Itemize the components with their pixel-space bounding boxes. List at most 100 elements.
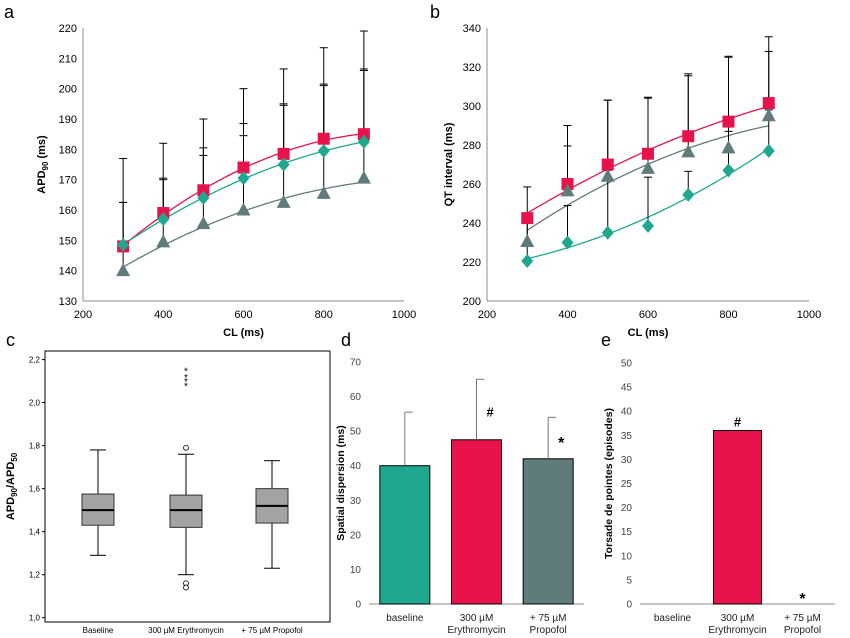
data-point-erythromycin (237, 161, 250, 174)
y-tick-label: 0 (626, 600, 632, 611)
y-tick-label: 220 (463, 257, 481, 269)
panel-e-chart: 0 5 10 15 20 25 30 35 40 45 50 Torsade de pointes (… (603, 359, 835, 636)
data-point-propofol (196, 216, 211, 230)
significance-mark-erythromycin: # (734, 414, 742, 429)
y-tick-label: 1,0 (29, 614, 41, 623)
x-category-label: 300 µM Erythromycin (148, 626, 224, 635)
data-point-baseline (521, 254, 534, 269)
y-tick-label: 10 (350, 565, 362, 576)
significance-mark-erythromycin: # (487, 405, 495, 420)
y-tick-label: 70 (350, 358, 362, 369)
x-tick-label: 800 (315, 309, 333, 321)
data-point-propofol (276, 194, 291, 208)
x-tick-label: 1000 (797, 309, 821, 321)
bar-propofol (522, 458, 574, 605)
plot-frame (44, 350, 331, 623)
data-point-erythromycin (601, 158, 614, 171)
x-tick-label: 800 (719, 309, 737, 321)
y-tick-label: 150 (59, 235, 77, 247)
data-point-propofol (560, 183, 575, 197)
extreme-point: * (184, 366, 188, 377)
panel-d-chart: 0 10 20 30 40 50 60 70 Spatial dispersion (ms) ba… (335, 358, 584, 636)
box-iqr (169, 494, 203, 528)
y-tick-label: 340 (463, 23, 481, 35)
significance-mark-propofol: * (799, 591, 806, 608)
data-point-baseline (157, 212, 170, 227)
panel-letter-c: c (6, 330, 15, 350)
panel-c-chart: 1,0 1,2 1,4 1,6 1,8 2,0 2,2 APD90/APD50 Baseline… (5, 350, 331, 635)
y-axis-label: APD90/APD50 (5, 452, 19, 520)
data-point-baseline (682, 187, 695, 202)
y-axis-label: QT interval (ms) (443, 122, 455, 206)
data-point-baseline (722, 163, 735, 178)
data-point-erythromycin (197, 184, 210, 197)
x-category-label: baseline (386, 613, 424, 624)
y-tick-label: 320 (463, 62, 481, 74)
y-tick-label: 300 (463, 101, 481, 113)
data-point-erythromycin (682, 130, 695, 143)
y-axis-label-unit: (ms) (36, 135, 48, 162)
x-tick-label: 200 (74, 309, 92, 321)
data-point-baseline (317, 143, 330, 158)
data-point-propofol (721, 140, 736, 154)
y-axis-label-ylabel_sub1: 90 (10, 487, 19, 496)
y-tick-label: 200 (59, 84, 77, 96)
y-tick-label: 1,2 (29, 571, 41, 580)
y-axis-label-ylabel_main: APD (5, 497, 17, 520)
data-point-baseline (642, 218, 654, 233)
data-point-baseline (277, 157, 290, 172)
data-point-propofol (316, 185, 331, 199)
bar-erythromycin (713, 429, 762, 605)
x-tick-label: 600 (234, 309, 252, 321)
x-category-label-line: baseline (654, 613, 692, 624)
x-category-label-line: Erythromycin (708, 625, 766, 636)
x-tick-label: 200 (478, 309, 496, 321)
data-point-propofol (761, 108, 776, 122)
data-point-baseline (197, 190, 210, 205)
y-tick-label: 260 (463, 179, 481, 191)
y-tick-label: 40 (350, 461, 362, 472)
y-tick-label: 45 (621, 383, 633, 394)
y-axis-label-ylabel_mid: /APD (5, 462, 17, 488)
data-point-propofol (681, 144, 696, 158)
x-tick-label: 1000 (392, 309, 416, 321)
y-tick-label: 0 (355, 600, 361, 611)
bar-erythromycin (451, 439, 502, 605)
data-point-propofol (641, 160, 655, 174)
y-axis-label-ylabel_sub2: 50 (10, 452, 19, 461)
y-tick-label: 25 (621, 479, 633, 490)
data-point-erythromycin (277, 147, 290, 160)
data-point-erythromycin (762, 97, 775, 110)
y-tick-label: 160 (59, 205, 77, 217)
y-tick-label: 2,0 (29, 399, 41, 408)
data-point-propofol (520, 234, 535, 248)
x-axis-label: CL (ms) (223, 327, 264, 339)
x-category-label-line: + 75 µM (784, 613, 821, 624)
x-category-label-line: 300 µM (721, 613, 755, 624)
x-tick-label: 600 (639, 309, 657, 321)
outlier-point (183, 584, 189, 591)
outlier-point (183, 444, 189, 451)
significance-mark-propofol: * (558, 435, 565, 452)
data-point-propofol (236, 202, 251, 216)
y-tick-label: 30 (621, 455, 633, 466)
data-point-erythromycin (642, 147, 654, 160)
x-category-label: 300 µM Erythromycin (708, 613, 766, 636)
x-category-label-line: + 75 µM (530, 613, 567, 624)
x-category-label: + 75 µM Propofol (784, 613, 821, 636)
y-tick-label: 15 (621, 527, 633, 538)
y-axis-label-sub: 90 (41, 161, 50, 170)
y-tick-label: 240 (463, 218, 481, 230)
y-tick-label: 280 (463, 140, 481, 152)
data-point-baseline (762, 143, 775, 158)
data-point-propofol (156, 234, 171, 248)
data-point-baseline (601, 225, 614, 240)
y-tick-label: 210 (59, 53, 77, 65)
panel-letter-d: d (341, 330, 351, 350)
data-point-baseline (117, 237, 130, 252)
x-category-label-line: Propofol (784, 625, 821, 636)
data-point-baseline (561, 235, 574, 250)
y-tick-label: 10 (621, 551, 633, 562)
y-tick-label: 190 (59, 114, 77, 126)
extreme-point: * (184, 381, 188, 392)
